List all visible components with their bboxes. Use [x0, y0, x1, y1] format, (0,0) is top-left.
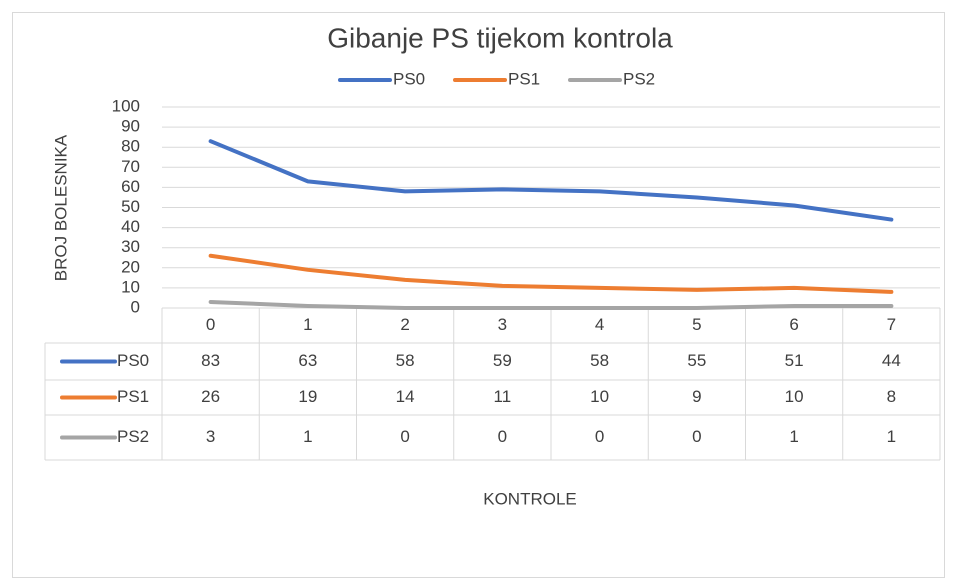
table-cell: 10 — [590, 387, 609, 406]
x-tick-label: 1 — [303, 315, 312, 334]
table-cell: 83 — [201, 351, 220, 370]
x-tick-label: 0 — [206, 315, 215, 334]
table-cell: 3 — [206, 427, 215, 446]
table-cell: 14 — [396, 387, 415, 406]
table-cell: 51 — [785, 351, 804, 370]
table-cell: 0 — [498, 427, 507, 446]
y-tick-label: 70 — [121, 157, 140, 176]
y-tick-label: 60 — [121, 177, 140, 196]
table-cell: 63 — [298, 351, 317, 370]
y-tick-label: 20 — [121, 257, 140, 276]
y-tick-label: 0 — [131, 297, 140, 316]
table-row-label: PS1 — [117, 387, 149, 406]
x-tick-label: 3 — [498, 315, 507, 334]
y-tick-label: 90 — [121, 117, 140, 136]
y-tick-label: 40 — [121, 217, 140, 236]
y-tick-label: 30 — [121, 237, 140, 256]
table-cell: 44 — [882, 351, 901, 370]
x-tick-label: 6 — [789, 315, 798, 334]
legend-label: PS0 — [393, 69, 425, 88]
table-cell: 59 — [493, 351, 512, 370]
legend-label: PS2 — [623, 69, 655, 88]
table-cell: 10 — [785, 387, 804, 406]
line-series — [208, 139, 894, 222]
y-tick-label: 10 — [121, 277, 140, 296]
x-tick-label: 2 — [400, 315, 409, 334]
x-axis-title: KONTROLE — [483, 489, 577, 508]
y-axis-title: BROJ BOLESNIKA — [51, 134, 70, 281]
y-tick-label: 100 — [112, 96, 140, 115]
table-cell: 0 — [692, 427, 701, 446]
y-tick-label: 80 — [121, 137, 140, 156]
line-series — [208, 253, 894, 294]
table-cell: 58 — [590, 351, 609, 370]
table-cell: 0 — [400, 427, 409, 446]
table-cell: 8 — [887, 387, 896, 406]
table-cell: 0 — [595, 427, 604, 446]
x-tick-label: 4 — [595, 315, 604, 334]
table-cell: 1 — [303, 427, 312, 446]
chart-border — [12, 12, 945, 578]
table-cell: 19 — [298, 387, 317, 406]
table-cell: 1 — [789, 427, 798, 446]
table-cell: 1 — [887, 427, 896, 446]
table-row-label: PS2 — [117, 427, 149, 446]
x-tick-label: 5 — [692, 315, 701, 334]
table-row-label: PS0 — [117, 351, 149, 370]
table-cell: 11 — [494, 387, 512, 406]
table-cell: 58 — [396, 351, 415, 370]
table-cell: 55 — [687, 351, 706, 370]
line-series — [208, 299, 894, 310]
table-cell: 9 — [692, 387, 701, 406]
legend-label: PS1 — [508, 69, 540, 88]
y-tick-label: 50 — [121, 197, 140, 216]
chart-title: Gibanje PS tijekom kontrola — [327, 22, 673, 53]
x-tick-label: 7 — [887, 315, 896, 334]
table-cell: 26 — [201, 387, 220, 406]
